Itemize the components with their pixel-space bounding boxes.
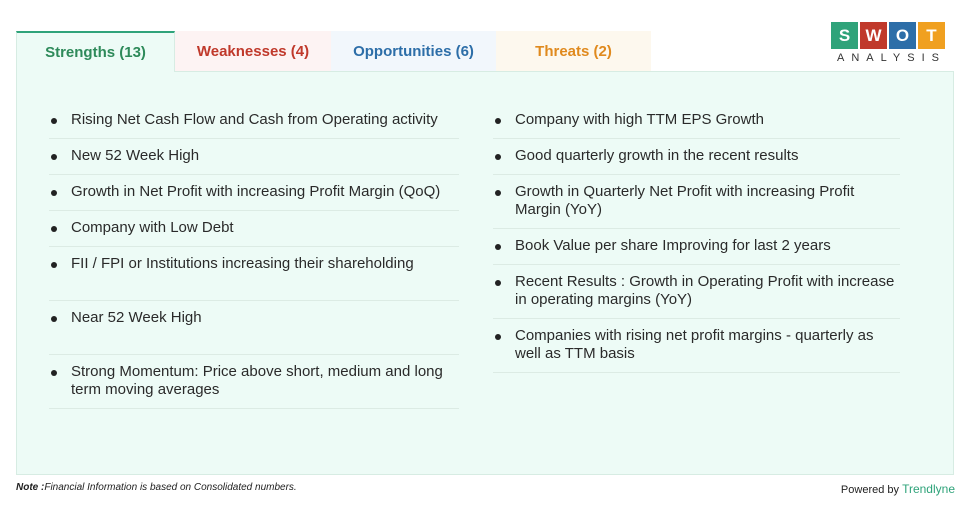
tab-opportunities[interactable]: Opportunities (6) <box>331 31 496 71</box>
list-item: Strong Momentum: Price above short, medi… <box>49 355 459 409</box>
list-item: Growth in Quarterly Net Profit with incr… <box>493 175 900 229</box>
swot-analysis-logo: S W O T ANALYSIS <box>831 22 951 64</box>
list-item-text: Good quarterly growth in the recent resu… <box>515 147 799 164</box>
list-item-text: Book Value per share Improving for last … <box>515 237 831 254</box>
strengths-list-right: Company with high TTM EPS Growth Good qu… <box>493 103 900 373</box>
list-item-text: Growth in Net Profit with increasing Pro… <box>71 183 441 200</box>
list-item-text: Company with Low Debt <box>71 219 234 236</box>
logo-letter-w: W <box>860 22 887 49</box>
list-item-text: Companies with rising net profit margins… <box>515 327 874 362</box>
logo-letter-t: T <box>918 22 945 49</box>
bullet-icon <box>51 316 57 322</box>
list-item-text: Near 52 Week High <box>71 309 202 326</box>
logo-subtitle: ANALYSIS <box>837 52 946 64</box>
logo-letter-s: S <box>831 22 858 49</box>
bullet-icon <box>495 280 501 286</box>
list-item: Company with Low Debt <box>49 211 459 247</box>
list-item-text: Growth in Quarterly Net Profit with incr… <box>515 183 855 218</box>
bullet-icon <box>51 226 57 232</box>
strengths-panel: Rising Net Cash Flow and Cash from Opera… <box>16 71 954 475</box>
list-item-text: FII / FPI or Institutions increasing the… <box>71 255 414 272</box>
tab-strengths[interactable]: Strengths (13) <box>16 31 175 72</box>
powered-by-label: Powered by <box>840 484 900 496</box>
list-item: FII / FPI or Institutions increasing the… <box>49 247 459 301</box>
list-item: Near 52 Week High <box>49 301 459 355</box>
list-item: Growth in Net Profit with increasing Pro… <box>49 175 459 211</box>
bullet-icon <box>495 118 501 124</box>
note-text: Financial Information is based on Consol… <box>44 482 297 493</box>
logo-letter-o: O <box>889 22 916 49</box>
list-item-text: Company with high TTM EPS Growth <box>515 111 764 128</box>
list-item-text: Strong Momentum: Price above short, medi… <box>71 363 443 398</box>
bullet-icon <box>495 334 501 340</box>
swot-tabs: Strengths (13) Weaknesses (4) Opportunit… <box>16 31 651 72</box>
list-item-text: Recent Results : Growth in Operating Pro… <box>515 273 895 308</box>
list-item: Recent Results : Growth in Operating Pro… <box>493 265 900 319</box>
list-item: Companies with rising net profit margins… <box>493 319 900 373</box>
list-item: Good quarterly growth in the recent resu… <box>493 139 900 175</box>
list-item: Rising Net Cash Flow and Cash from Opera… <box>49 103 459 139</box>
bullet-icon <box>51 370 57 376</box>
bullet-icon <box>51 154 57 160</box>
strengths-list-left: Rising Net Cash Flow and Cash from Opera… <box>49 103 459 409</box>
bullet-icon <box>51 262 57 268</box>
list-item-text: Rising Net Cash Flow and Cash from Opera… <box>71 111 438 128</box>
list-item: Company with high TTM EPS Growth <box>493 103 900 139</box>
bullet-icon <box>51 190 57 196</box>
note-label: Note : <box>16 482 45 493</box>
bullet-icon <box>495 154 501 160</box>
bullet-icon <box>495 190 501 196</box>
footer-note: Note :Financial Information is based on … <box>16 482 297 493</box>
trendlyne-link[interactable]: Trendlyne <box>902 482 955 496</box>
powered-by: Powered by Trendlyne <box>841 482 955 496</box>
bullet-icon <box>495 244 501 250</box>
list-item: New 52 Week High <box>49 139 459 175</box>
list-item: Book Value per share Improving for last … <box>493 229 900 265</box>
tab-threats[interactable]: Threats (2) <box>496 31 651 71</box>
tab-weaknesses[interactable]: Weaknesses (4) <box>175 31 331 71</box>
list-item-text: New 52 Week High <box>71 147 200 164</box>
bullet-icon <box>51 118 57 124</box>
